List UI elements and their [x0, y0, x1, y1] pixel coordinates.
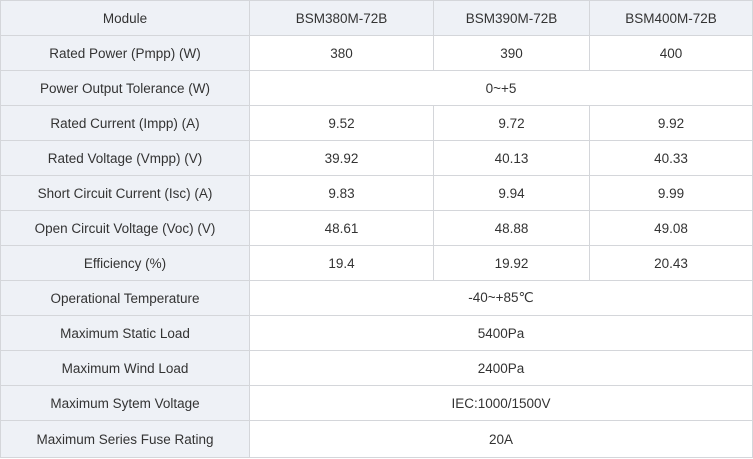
header-module: Module	[0, 0, 250, 36]
cell-value: 39.92	[249, 140, 434, 176]
row-label: Power Output Tolerance (W)	[0, 70, 250, 106]
cell-merged-value: 0~+5	[249, 70, 753, 106]
table-row: Short Circuit Current (Isc) (A) 9.83 9.9…	[0, 175, 753, 211]
row-label: Efficiency (%)	[0, 245, 250, 281]
cell-value: 49.08	[589, 210, 753, 246]
cell-value: 40.13	[433, 140, 590, 176]
row-label: Maximum Wind Load	[0, 350, 250, 386]
cell-value: 9.72	[433, 105, 590, 141]
table-row: Maximum Wind Load 2400Pa	[0, 350, 753, 386]
cell-value: 48.61	[249, 210, 434, 246]
cell-value: 400	[589, 35, 753, 71]
row-label: Maximum Sytem Voltage	[0, 385, 250, 421]
cell-merged-value: 2400Pa	[249, 350, 753, 386]
table-row: Rated Current (Impp) (A) 9.52 9.72 9.92	[0, 105, 753, 141]
table-row: Efficiency (%) 19.4 19.92 20.43	[0, 245, 753, 281]
table-row: Rated Power (Pmpp) (W) 380 390 400	[0, 35, 753, 71]
cell-value: 19.92	[433, 245, 590, 281]
row-label: Rated Power (Pmpp) (W)	[0, 35, 250, 71]
table-row: Maximum Static Load 5400Pa	[0, 315, 753, 351]
cell-value: 390	[433, 35, 590, 71]
table-row: Operational Temperature -40~+85℃	[0, 280, 753, 316]
cell-value: 9.99	[589, 175, 753, 211]
cell-value: 9.92	[589, 105, 753, 141]
row-label: Short Circuit Current (Isc) (A)	[0, 175, 250, 211]
table-row: Maximum Series Fuse Rating 20A	[0, 420, 753, 458]
header-model-bsm390m-72b: BSM390M-72B	[433, 0, 590, 36]
cell-merged-value: -40~+85℃	[249, 280, 753, 316]
cell-merged-value: 5400Pa	[249, 315, 753, 351]
cell-merged-value: 20A	[249, 420, 753, 458]
row-label: Operational Temperature	[0, 280, 250, 316]
row-label: Maximum Series Fuse Rating	[0, 420, 250, 458]
cell-value: 48.88	[433, 210, 590, 246]
header-row: Module BSM380M-72B BSM390M-72B BSM400M-7…	[0, 0, 753, 36]
table-row: Power Output Tolerance (W) 0~+5	[0, 70, 753, 106]
row-label: Rated Current (Impp) (A)	[0, 105, 250, 141]
row-label: Open Circuit Voltage (Voc) (V)	[0, 210, 250, 246]
row-label: Rated Voltage (Vmpp) (V)	[0, 140, 250, 176]
cell-value: 9.94	[433, 175, 590, 211]
table-row: Maximum Sytem Voltage IEC:1000/1500V	[0, 385, 753, 421]
cell-value: 20.43	[589, 245, 753, 281]
row-label: Maximum Static Load	[0, 315, 250, 351]
cell-value: 19.4	[249, 245, 434, 281]
header-model-bsm380m-72b: BSM380M-72B	[249, 0, 434, 36]
cell-merged-value: IEC:1000/1500V	[249, 385, 753, 421]
table-row: Rated Voltage (Vmpp) (V) 39.92 40.13 40.…	[0, 140, 753, 176]
cell-value: 9.52	[249, 105, 434, 141]
cell-value: 9.83	[249, 175, 434, 211]
table-row: Open Circuit Voltage (Voc) (V) 48.61 48.…	[0, 210, 753, 246]
cell-value: 40.33	[589, 140, 753, 176]
header-model-bsm400m-72b: BSM400M-72B	[589, 0, 753, 36]
cell-value: 380	[249, 35, 434, 71]
